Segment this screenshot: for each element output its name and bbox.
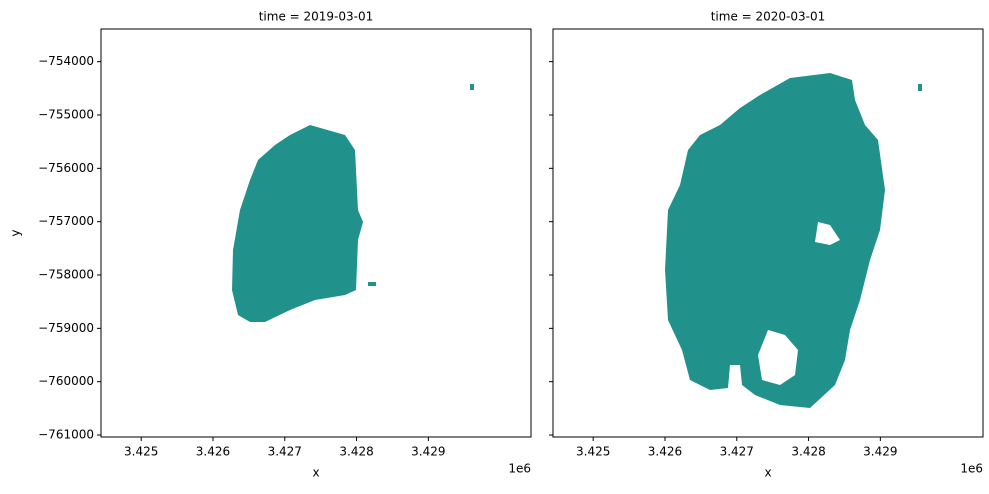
hole <box>758 330 798 385</box>
y-tick-label: −761000 <box>38 428 94 442</box>
y-tick-label: −759000 <box>38 321 94 335</box>
land <box>470 84 474 90</box>
land <box>368 282 376 286</box>
y-axis-label: y <box>9 229 23 236</box>
land <box>918 84 922 91</box>
hole <box>815 222 840 245</box>
y-tick-label: −757000 <box>38 214 94 228</box>
panel-title: time = 2019-03-01 <box>259 10 374 24</box>
y-tick-label: −760000 <box>38 374 94 388</box>
land <box>665 73 885 408</box>
y-tick-label: −758000 <box>38 268 94 282</box>
x-tick-label: 3.425 <box>576 445 610 459</box>
x-tick-label: 3.426 <box>648 445 682 459</box>
land <box>232 125 363 322</box>
raster-0 <box>232 84 474 322</box>
x-tick-label: 3.428 <box>791 445 825 459</box>
y-tick-label: −755000 <box>38 107 94 121</box>
x-tick-label: 3.427 <box>268 445 302 459</box>
raster-1 <box>665 73 922 408</box>
x-tick-label: 3.425 <box>124 445 158 459</box>
y-tick-label: −756000 <box>38 161 94 175</box>
x-tick-label: 3.427 <box>720 445 754 459</box>
x-offset-label: 1e6 <box>960 462 983 476</box>
panel-title: time = 2020-03-01 <box>711 10 826 24</box>
x-tick-label: 3.426 <box>196 445 230 459</box>
y-tick-label: −754000 <box>38 54 94 68</box>
x-tick-label: 3.429 <box>863 445 897 459</box>
x-tick-label: 3.428 <box>339 445 373 459</box>
axes-frame <box>552 28 984 438</box>
x-offset-label: 1e6 <box>508 462 531 476</box>
x-axis-label: x <box>312 466 319 480</box>
x-axis-label: x <box>764 466 771 480</box>
x-tick-label: 3.429 <box>411 445 445 459</box>
axes-frame <box>100 28 532 438</box>
